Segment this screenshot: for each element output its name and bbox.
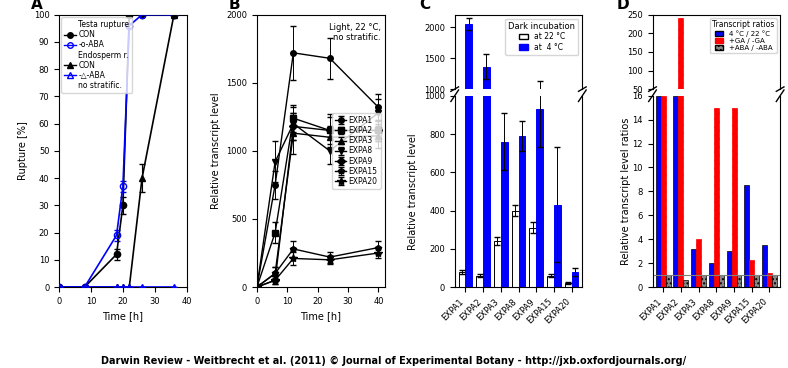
Bar bbox=[737, 107, 742, 108]
Bar bbox=[476, 276, 483, 287]
Text: Darwin Review - Weitbrecht et al. (2011) © Journal of Experimental Botany - http: Darwin Review - Weitbrecht et al. (2011)… bbox=[102, 356, 686, 366]
Bar bbox=[537, 93, 543, 151]
Y-axis label: Relative transcript level: Relative transcript level bbox=[210, 93, 221, 209]
Bar bbox=[745, 185, 749, 287]
Bar bbox=[674, 96, 678, 287]
Bar bbox=[476, 147, 483, 151]
Bar bbox=[762, 245, 767, 287]
Bar bbox=[709, 107, 714, 108]
Bar bbox=[494, 136, 501, 151]
Bar bbox=[547, 276, 554, 287]
Bar bbox=[494, 241, 501, 287]
Bar bbox=[459, 146, 466, 151]
Bar bbox=[691, 106, 696, 108]
Y-axis label: Relative transcript level: Relative transcript level bbox=[408, 133, 418, 250]
Text: A: A bbox=[31, 0, 43, 12]
Bar bbox=[683, 280, 688, 287]
X-axis label: Time [h]: Time [h] bbox=[102, 311, 143, 321]
Bar bbox=[554, 124, 561, 151]
Bar bbox=[565, 283, 571, 287]
Text: Light, 22 °C,
no stratific.: Light, 22 °C, no stratific. bbox=[329, 23, 381, 42]
Bar bbox=[660, 102, 666, 108]
Legend: at 22 °C, at  4 °C: at 22 °C, at 4 °C bbox=[505, 18, 578, 55]
Bar bbox=[571, 146, 578, 151]
Bar bbox=[660, 96, 666, 287]
Bar bbox=[762, 106, 767, 108]
Bar bbox=[709, 263, 714, 287]
Bar bbox=[678, 18, 683, 108]
Bar bbox=[571, 272, 578, 287]
Bar bbox=[696, 239, 701, 287]
Text: D: D bbox=[617, 0, 630, 12]
Bar bbox=[501, 142, 507, 287]
Bar bbox=[772, 107, 777, 108]
Bar bbox=[749, 107, 754, 108]
Bar bbox=[530, 228, 537, 287]
Bar bbox=[719, 107, 723, 108]
Bar bbox=[719, 275, 723, 287]
Bar bbox=[466, 0, 472, 287]
Bar bbox=[696, 106, 701, 108]
Bar bbox=[701, 107, 706, 108]
Bar bbox=[459, 272, 466, 287]
Bar bbox=[511, 210, 519, 287]
Bar bbox=[554, 205, 561, 287]
Bar bbox=[767, 107, 772, 108]
Bar bbox=[466, 24, 472, 151]
Bar bbox=[511, 126, 519, 151]
Bar bbox=[731, 108, 737, 287]
Legend: 4 °C / 22 °C, +GA / -GA, +ABA / -ABA: 4 °C / 22 °C, +GA / -GA, +ABA / -ABA bbox=[710, 18, 777, 53]
Bar bbox=[731, 102, 737, 108]
Bar bbox=[666, 107, 671, 108]
Bar bbox=[656, 102, 660, 108]
Bar bbox=[501, 104, 507, 151]
Text: C: C bbox=[419, 0, 430, 12]
Bar bbox=[701, 275, 706, 287]
Bar bbox=[727, 107, 731, 108]
Bar bbox=[745, 105, 749, 108]
Bar bbox=[754, 275, 759, 287]
Bar bbox=[737, 275, 742, 287]
Bar bbox=[754, 107, 759, 108]
Bar bbox=[714, 108, 719, 287]
Legend: Testa rupture, CON, -o-ABA, Endosperm r., CON, -△-ABA, no stratific.: Testa rupture, CON, -o-ABA, Endosperm r.… bbox=[61, 17, 132, 93]
Bar bbox=[519, 136, 526, 287]
Y-axis label: Relative transcript level ratios: Relative transcript level ratios bbox=[621, 118, 630, 265]
Text: B: B bbox=[229, 0, 240, 12]
Legend: EXPA1, EXPA2, EXPA3, EXPA8, EXPA9, EXPA15, EXPA20: EXPA1, EXPA2, EXPA3, EXPA8, EXPA9, EXPA1… bbox=[332, 113, 381, 189]
Bar bbox=[767, 273, 772, 287]
Bar bbox=[483, 27, 490, 287]
Bar bbox=[674, 102, 678, 108]
Bar bbox=[530, 132, 537, 151]
Bar bbox=[678, 0, 683, 287]
Bar bbox=[727, 251, 731, 287]
Bar bbox=[483, 67, 490, 151]
Bar bbox=[691, 249, 696, 287]
Bar bbox=[656, 96, 660, 287]
Bar bbox=[565, 150, 571, 151]
Bar bbox=[666, 275, 671, 287]
Bar bbox=[547, 147, 554, 151]
Bar bbox=[519, 102, 526, 151]
Bar bbox=[749, 259, 754, 287]
Bar bbox=[772, 275, 777, 287]
Bar bbox=[714, 102, 719, 108]
Y-axis label: Rupture [%]: Rupture [%] bbox=[18, 121, 28, 180]
Bar bbox=[537, 109, 543, 287]
X-axis label: Time [h]: Time [h] bbox=[300, 311, 341, 321]
